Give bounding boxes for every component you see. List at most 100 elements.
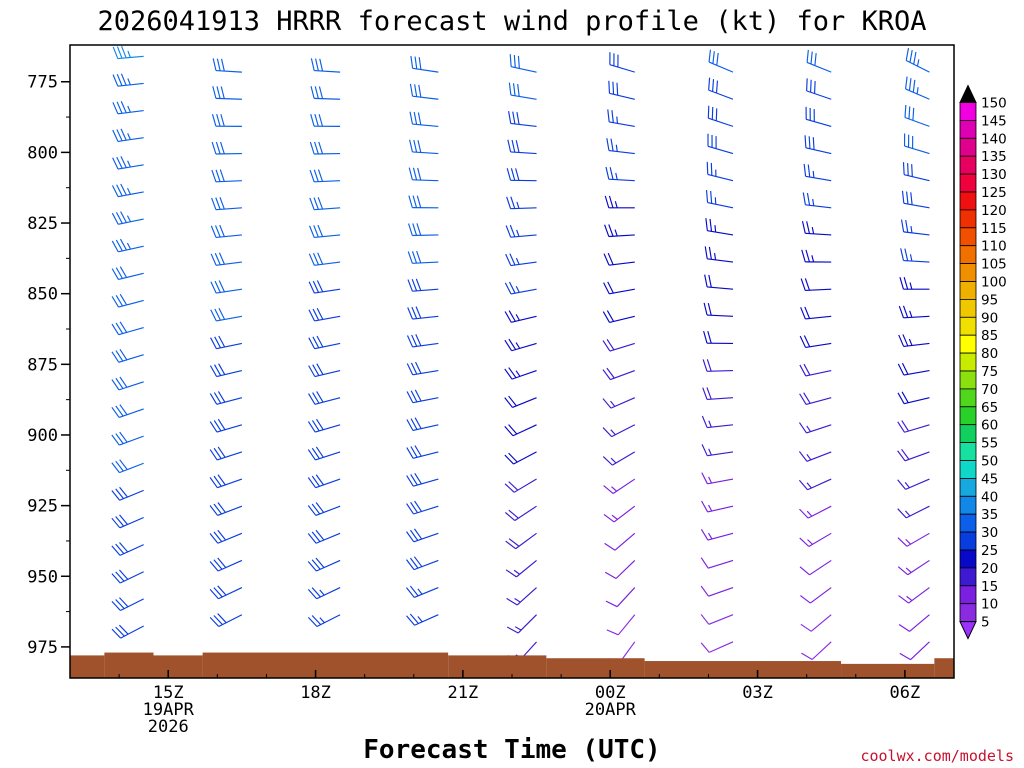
- wind-barb-half-flag: [616, 116, 619, 124]
- wind-barb: [209, 391, 243, 405]
- wind-barb: [112, 101, 144, 115]
- wind-barb-shaft: [810, 587, 832, 604]
- colorbar-segment: [959, 460, 977, 479]
- wind-barb-shaft: [616, 587, 636, 608]
- wind-barb-flag: [217, 446, 226, 458]
- wind-barb-flag: [897, 363, 905, 376]
- wind-barb-flag: [504, 339, 513, 352]
- wind-barb: [307, 587, 341, 600]
- wind-barb: [211, 141, 242, 155]
- wind-barb-flag: [311, 420, 320, 432]
- wind-barb-flag: [906, 191, 909, 205]
- wind-barb-shaft: [218, 587, 243, 600]
- wind-barb-flag: [607, 109, 610, 122]
- colorbar-segment: [959, 155, 977, 175]
- wind-barb-flag: [804, 306, 811, 319]
- wind-barb: [504, 395, 537, 408]
- wind-barb-flag: [313, 169, 319, 182]
- wind-barb-flag: [899, 276, 904, 290]
- wind-barb-shaft: [808, 532, 832, 548]
- y-tick-label: 775: [27, 73, 58, 93]
- colorbar-segment: [959, 245, 977, 264]
- wind-barb-shaft: [315, 505, 341, 516]
- wind-barb-flag: [812, 137, 815, 150]
- wind-barb-shaft: [517, 614, 537, 634]
- wind-barb-flag: [808, 136, 811, 149]
- colorbar-label: 75: [981, 364, 998, 380]
- plot-area-frame: [69, 44, 955, 679]
- wind-barb-flag: [604, 224, 610, 237]
- wind-barb-shaft: [707, 230, 734, 236]
- wind-barb-flag: [209, 561, 219, 572]
- wind-barb-flag: [507, 139, 512, 153]
- wind-barb-flag: [506, 626, 519, 634]
- wind-barb-shaft: [805, 147, 832, 155]
- wind-barb: [898, 587, 930, 604]
- wind-barb-shaft: [118, 354, 144, 363]
- wind-barb-shaft: [314, 207, 341, 211]
- wind-barb-flag: [415, 278, 422, 291]
- wind-barb: [897, 505, 930, 519]
- wind-barb: [406, 417, 439, 432]
- colorbar-segment: [959, 227, 977, 247]
- wind-barb-flag: [211, 197, 217, 210]
- wind-barb: [506, 168, 537, 182]
- wind-barb-flag: [112, 74, 119, 87]
- wind-barb: [505, 253, 537, 267]
- colorbar-segment: [959, 316, 977, 336]
- wind-barb-shaft: [120, 598, 144, 612]
- wind-barb-flag: [707, 331, 712, 344]
- wind-barb-flag: [217, 418, 226, 431]
- wind-barb: [604, 195, 635, 209]
- wind-barb-half-flag: [806, 482, 812, 489]
- wind-barb-shaft: [609, 121, 635, 127]
- wind-barb-flag: [111, 296, 120, 308]
- wind-barb-shaft: [609, 92, 635, 100]
- wind-barb-flag: [316, 391, 324, 403]
- wind-barb-flag: [209, 589, 219, 600]
- wind-barb: [407, 306, 439, 320]
- wind-barb-flag: [408, 167, 413, 180]
- wind-barb-flag: [410, 390, 418, 403]
- wind-barb: [706, 161, 734, 182]
- wind-barb-flag: [118, 624, 129, 635]
- wind-barb: [111, 266, 144, 281]
- wind-barb-flag: [504, 282, 512, 295]
- wind-barb-flag: [119, 486, 128, 498]
- wind-barb-flag: [115, 599, 125, 610]
- wind-barb: [505, 532, 537, 550]
- wind-barb-half-flag: [905, 538, 911, 545]
- wind-barb: [700, 557, 734, 569]
- colorbar-label: 110: [981, 239, 1007, 255]
- wind-barb: [111, 349, 144, 363]
- wind-barb: [209, 363, 243, 378]
- wind-barb: [111, 597, 144, 612]
- wind-barb: [209, 418, 243, 433]
- wind-barb-shaft: [805, 232, 832, 236]
- wind-barb-flag: [115, 294, 124, 307]
- wind-barb-shaft: [806, 424, 832, 434]
- wind-barb-shaft: [905, 505, 930, 519]
- wind-barb-flag: [115, 571, 125, 582]
- wind-barb-flag: [705, 190, 709, 203]
- wind-barb-flag: [318, 141, 324, 155]
- colorbar-label: 5: [981, 615, 990, 631]
- wind-barb-flag: [406, 587, 415, 598]
- wind-barb: [308, 391, 341, 405]
- colorbar-top-arrow: [959, 84, 977, 103]
- wind-barb-flag: [604, 195, 610, 209]
- wind-barb-flag: [418, 84, 422, 98]
- wind-barb-flag: [414, 472, 422, 485]
- wind-barb: [210, 224, 242, 239]
- wind-barb-flag: [798, 479, 808, 491]
- wind-barb-shaft: [119, 489, 144, 501]
- colorbar-label: 140: [981, 131, 1007, 147]
- wind-barb-flag: [602, 340, 611, 352]
- wind-barb-flag: [602, 369, 611, 380]
- wind-barb: [603, 252, 635, 266]
- wind-barb-shaft: [314, 234, 341, 239]
- wind-barb-half-flag: [708, 504, 713, 512]
- wind-barb-flag: [219, 169, 225, 182]
- wind-barb-flag: [604, 571, 617, 579]
